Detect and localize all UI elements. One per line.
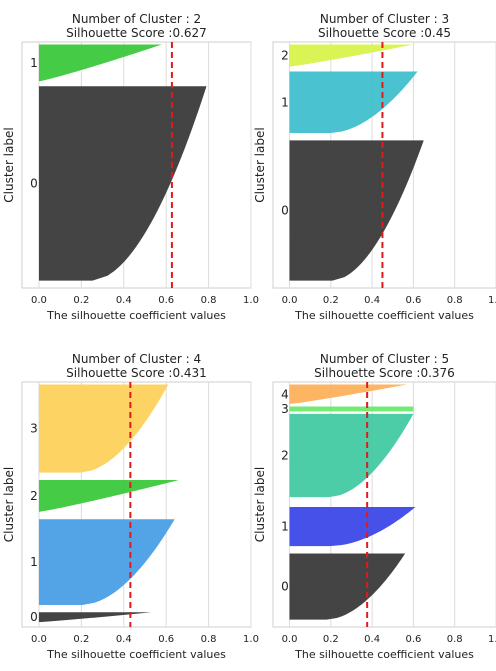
silhouette-panel-5-clusters: 0 1 2 34 0.0 0.2 0.4 0.6 0.8 1.0 Number of Cluster… — [253, 352, 496, 661]
x-tick-label: 0.8 — [447, 295, 463, 306]
cluster-label: 0 — [30, 610, 38, 624]
cluster-2-silhouette — [289, 44, 414, 67]
cluster-1-silhouette — [289, 71, 418, 134]
cluster-3-silhouette — [289, 406, 414, 412]
x-tick-label: 0.4 — [364, 295, 380, 306]
y-axis-label: Cluster label — [2, 467, 16, 542]
cluster-label: 1 — [30, 555, 38, 569]
x-tick-label: 0.0 — [282, 295, 298, 306]
cluster-label: 4 — [281, 387, 289, 401]
y-axis-label: Cluster label — [2, 127, 16, 202]
y-axis-label: Cluster label — [253, 127, 267, 202]
x-tick-label: 0.2 — [323, 295, 339, 306]
silhouette-panel-2-clusters: 0 1 0.0 0.2 0.4 0.6 0.8 1.0 Number of Cluster : … — [2, 12, 259, 322]
x-tick-label: 1.0 — [243, 634, 259, 645]
chart-subtitle: Silhouette Score :0.376 — [314, 366, 455, 380]
chart-subtitle: Silhouette Score :0.431 — [66, 366, 207, 380]
chart-subtitle: Silhouette Score :0.627 — [66, 26, 207, 40]
cluster-label: 1 — [281, 520, 289, 534]
x-tick-label: 0.6 — [405, 634, 421, 645]
x-tick-label: 1.0 — [243, 295, 259, 306]
chart-title: Number of Cluster : 2 — [72, 12, 201, 26]
chart-subtitle: Silhouette Score :0.45 — [318, 26, 451, 40]
cluster-label: 2 — [30, 489, 38, 503]
x-axis-label: The silhouette coefficient values — [46, 648, 226, 661]
x-axis-label: The silhouette coefficient values — [294, 648, 474, 661]
x-tick-label: 1.0 — [488, 295, 496, 306]
x-tick-label: 0.4 — [364, 634, 380, 645]
x-tick-label: 1.0 — [488, 634, 496, 645]
chart-title: Number of Cluster : 3 — [320, 12, 449, 26]
x-tick-label: 0.0 — [31, 295, 47, 306]
x-tick-label: 0.4 — [116, 634, 132, 645]
x-tick-label: 0.2 — [73, 634, 89, 645]
silhouette-panel-4-clusters: 0 1 2 3 0.0 0.2 0.4 0.6 0.8 1.0 Number of Cluster … — [2, 352, 259, 661]
cluster-3-silhouette — [38, 384, 169, 473]
cluster-1-silhouette — [289, 506, 416, 547]
silhouette-panel-3-clusters: 0 1 2 0.0 0.2 0.4 0.6 0.8 1.0 Number of Cluster :… — [253, 12, 496, 322]
cluster-label: 0 — [281, 580, 289, 594]
cluster-label: 3 — [30, 422, 38, 436]
cluster-0-silhouette — [38, 612, 152, 623]
cluster-label: 1 — [30, 56, 38, 70]
x-tick-label: 0.2 — [323, 634, 339, 645]
cluster-0-silhouette — [38, 86, 207, 281]
x-tick-label: 0.0 — [282, 634, 298, 645]
cluster-label: 0 — [281, 204, 289, 218]
x-tick-label: 0.6 — [158, 634, 174, 645]
x-axis-label: The silhouette coefficient values — [294, 309, 474, 322]
cluster-0-silhouette — [289, 140, 424, 281]
x-tick-label: 0.6 — [405, 295, 421, 306]
cluster-label: 2 — [281, 449, 289, 463]
y-axis-label: Cluster label — [253, 467, 267, 542]
cluster-2-silhouette — [38, 480, 179, 512]
x-tick-label: 0.8 — [201, 634, 217, 645]
x-tick-label: 0.0 — [31, 634, 47, 645]
x-tick-label: 0.8 — [447, 634, 463, 645]
cluster-label: 2 — [281, 49, 289, 63]
x-tick-label: 0.8 — [201, 295, 217, 306]
cluster-4-silhouette — [289, 384, 408, 405]
cluster-label: 0 — [30, 176, 38, 190]
x-tick-label: 0.6 — [158, 295, 174, 306]
cluster-0-silhouette — [289, 553, 406, 620]
chart-title: Number of Cluster : 4 — [72, 352, 201, 366]
cluster-label: 1 — [281, 95, 289, 109]
x-tick-label: 0.2 — [73, 295, 89, 306]
cluster-1-silhouette — [38, 519, 175, 605]
cluster-label: 3 — [281, 402, 289, 416]
x-axis-label: The silhouette coefficient values — [46, 309, 226, 322]
cluster-1-silhouette — [38, 44, 162, 82]
cluster-2-silhouette — [289, 413, 414, 498]
x-tick-label: 0.4 — [116, 295, 132, 306]
chart-title: Number of Cluster : 5 — [320, 352, 449, 366]
